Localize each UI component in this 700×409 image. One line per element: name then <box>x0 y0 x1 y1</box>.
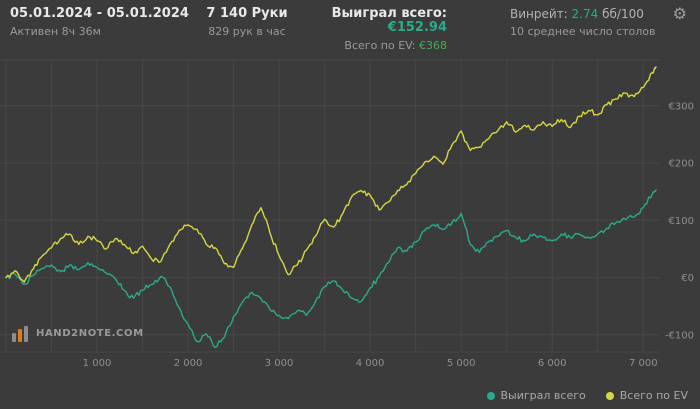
winrate-value: 2.74 <box>571 7 599 21</box>
date-range: 05.01.2024 - 05.01.2024 <box>10 6 189 21</box>
date-range-block: 05.01.2024 - 05.01.2024 Активен 8ч 36м <box>10 7 189 38</box>
svg-text:7 000: 7 000 <box>629 358 658 369</box>
hand2note-logo-icon <box>12 326 30 342</box>
session-header: 05.01.2024 - 05.01.2024 Активен 8ч 36м 7… <box>0 0 700 54</box>
active-time: Активен 8ч 36м <box>10 25 101 38</box>
settings-gear-icon[interactable]: ⚙ <box>672 4 687 23</box>
svg-text:€100: €100 <box>669 216 694 227</box>
svg-text:€300: €300 <box>669 101 694 112</box>
svg-text:€200: €200 <box>669 159 694 170</box>
svg-text:6 000: 6 000 <box>538 358 567 369</box>
ev-value: €368 <box>419 39 447 52</box>
winrate-block: Винрейт: 2.74 бб/100 10 среднее число ст… <box>510 7 656 38</box>
won-series-dot <box>486 391 495 400</box>
svg-text:5 000: 5 000 <box>447 358 476 369</box>
legend-item-ev[interactable]: Всего по EV <box>605 389 688 402</box>
svg-text:2 000: 2 000 <box>174 358 203 369</box>
svg-text:1 000: 1 000 <box>83 358 112 369</box>
chart-legend: Выиграл всего Всего по EV <box>486 389 688 402</box>
legend-label-won: Выиграл всего <box>500 389 586 402</box>
svg-text:3 000: 3 000 <box>265 358 294 369</box>
hand2note-logo-text: HAND2NOTE.COM <box>36 328 144 339</box>
winrate-unit: бб/100 <box>602 7 644 21</box>
avg-tables: 10 среднее число столов <box>510 25 656 38</box>
winrate-label: Винрейт: <box>510 7 568 21</box>
hands-count: 7 140 Руки <box>206 6 288 21</box>
hand2note-logo[interactable]: HAND2NOTE.COM <box>12 326 144 342</box>
won-label: Выиграл всего: <box>331 6 447 21</box>
legend-label-ev: Всего по EV <box>619 389 688 402</box>
hands-per-hour: 829 рук в час <box>208 25 286 38</box>
svg-text:€0: €0 <box>681 273 694 284</box>
winnings-block: Выиграл всего: €152.94 Всего по EV: €368 <box>295 7 447 52</box>
svg-text:-€100: -€100 <box>665 330 694 341</box>
hands-block: 7 140 Руки 829 рук в час <box>192 7 302 38</box>
won-value: €152.94 <box>387 20 447 35</box>
ev-series-dot <box>605 391 614 400</box>
svg-text:4 000: 4 000 <box>356 358 385 369</box>
ev-label: Всего по EV: <box>344 39 416 52</box>
legend-item-won[interactable]: Выиграл всего <box>486 389 586 402</box>
